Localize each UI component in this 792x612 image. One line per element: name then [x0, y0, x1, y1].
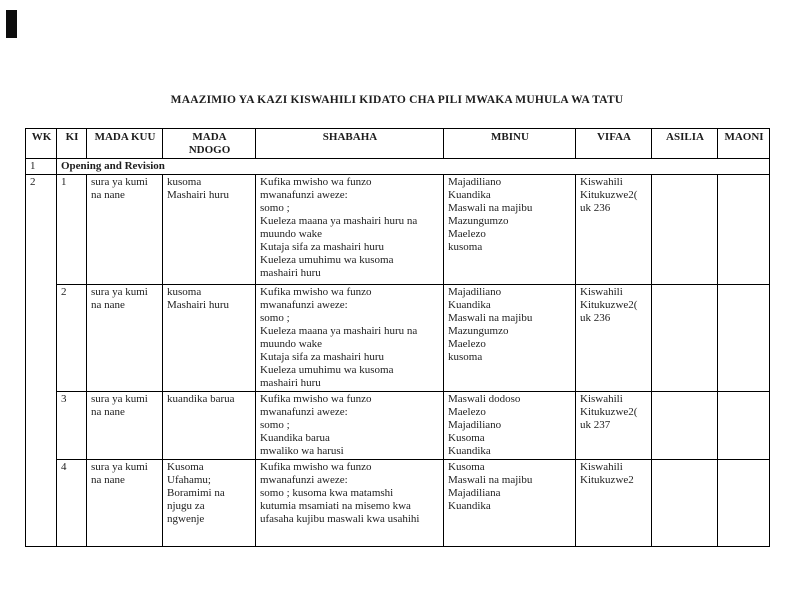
cell-shabaha: Kufika mwisho wa funzo mwanafunzi aweze:… [255, 391, 444, 460]
table-row-opening: 1 Opening and Revision [25, 158, 770, 175]
scheme-of-work: WK KI MADA KUU MADA NDOGO SHABAHA MBINU … [25, 128, 770, 547]
cell-vifaa: Kiswahili Kitukuzwe2( uk 237 [575, 391, 652, 460]
col-header-mada-kuu: MADA KUU [86, 128, 163, 159]
cell-mbinu: Kusoma Maswali na majibu Majadiliana Kua… [443, 459, 576, 547]
col-header-maoni: MAONI [717, 128, 770, 159]
cell-maoni [717, 459, 770, 547]
table-row-lesson-2: 2 sura ya kumi na nane kusoma Mashairi h… [26, 284, 770, 392]
cell-mada-kuu: sura ya kumi na nane [86, 284, 163, 392]
col-header-wk: WK [25, 128, 57, 159]
cell-asilia [651, 391, 718, 460]
cell-ki: 2 [56, 284, 87, 392]
cell-mada-ndogo: Kusoma Ufahamu; Boramimi na njugu za ngw… [162, 459, 256, 547]
table-row-lesson-3: 3 sura ya kumi na nane kuandika barua Ku… [26, 391, 770, 460]
cell-mada-kuu: sura ya kumi na nane [86, 391, 163, 460]
cell-maoni [717, 391, 770, 460]
col-header-ki: KI [56, 128, 87, 159]
cell-asilia [651, 459, 718, 547]
cell-asilia [651, 284, 718, 392]
cell-mbinu: Majadiliano Kuandika Maswali na majibu M… [443, 174, 576, 285]
cell-maoni [717, 174, 770, 285]
col-header-asilia: ASILIA [651, 128, 718, 159]
cell-wk-1: 1 [25, 158, 57, 175]
cell-mada-kuu: sura ya kumi na nane [86, 174, 163, 285]
cell-asilia [651, 174, 718, 285]
cell-shabaha: Kufika mwisho wa funzo mwanafunzi aweze:… [255, 174, 444, 285]
col-header-shabaha: SHABAHA [255, 128, 444, 159]
cell-mada-ndogo: kusoma Mashairi huru [162, 174, 256, 285]
page-title: MAAZIMIO YA KAZI KISWAHILI KIDATO CHA PI… [170, 94, 624, 106]
cell-mada-kuu: sura ya kumi na nane [86, 459, 163, 547]
cell-vifaa: Kiswahili Kitukuzwe2( uk 236 [575, 284, 652, 392]
table-header-row: WK KI MADA KUU MADA NDOGO SHABAHA MBINU … [25, 128, 770, 159]
col-header-mbinu: MBINU [443, 128, 576, 159]
cell-shabaha: Kufika mwisho wa funzo mwanafunzi aweze:… [255, 459, 444, 547]
table-row-lesson-1: 2 1 sura ya kumi na nane kusoma Mashairi… [25, 174, 770, 547]
table-row-lesson-4: 4 sura ya kumi na nane Kusoma Ufahamu; B… [26, 459, 770, 547]
cell-ki: 3 [56, 391, 87, 460]
scan-artifact-mark [6, 10, 17, 38]
col-header-vifaa: VIFAA [575, 128, 652, 159]
col-header-mada-ndogo: MADA NDOGO [162, 128, 256, 159]
cell-mbinu: Maswali dodoso Maelezo Majadiliano Kusom… [443, 391, 576, 460]
cell-mada-ndogo: kusoma Mashairi huru [162, 284, 256, 392]
cell-vifaa: Kiswahili Kitukuzwe2( uk 236 [575, 174, 652, 285]
cell-shabaha: Kufika mwisho wa funzo mwanafunzi aweze:… [255, 284, 444, 392]
cell-vifaa: Kiswahili Kitukuzwe2 [575, 459, 652, 547]
cell-ki: 4 [56, 459, 87, 547]
cell-ki: 1 [56, 174, 87, 285]
scheme-of-work-table: WK KI MADA KUU MADA NDOGO SHABAHA MBINU … [25, 128, 770, 547]
cell-maoni [717, 284, 770, 392]
cell-mada-ndogo: kuandika barua [162, 391, 256, 460]
cell-wk-2: 2 [25, 174, 57, 547]
cell-mbinu: Majadiliano Kuandika Maswali na majibu M… [443, 284, 576, 392]
cell-opening-label: Opening and Revision [56, 158, 770, 175]
